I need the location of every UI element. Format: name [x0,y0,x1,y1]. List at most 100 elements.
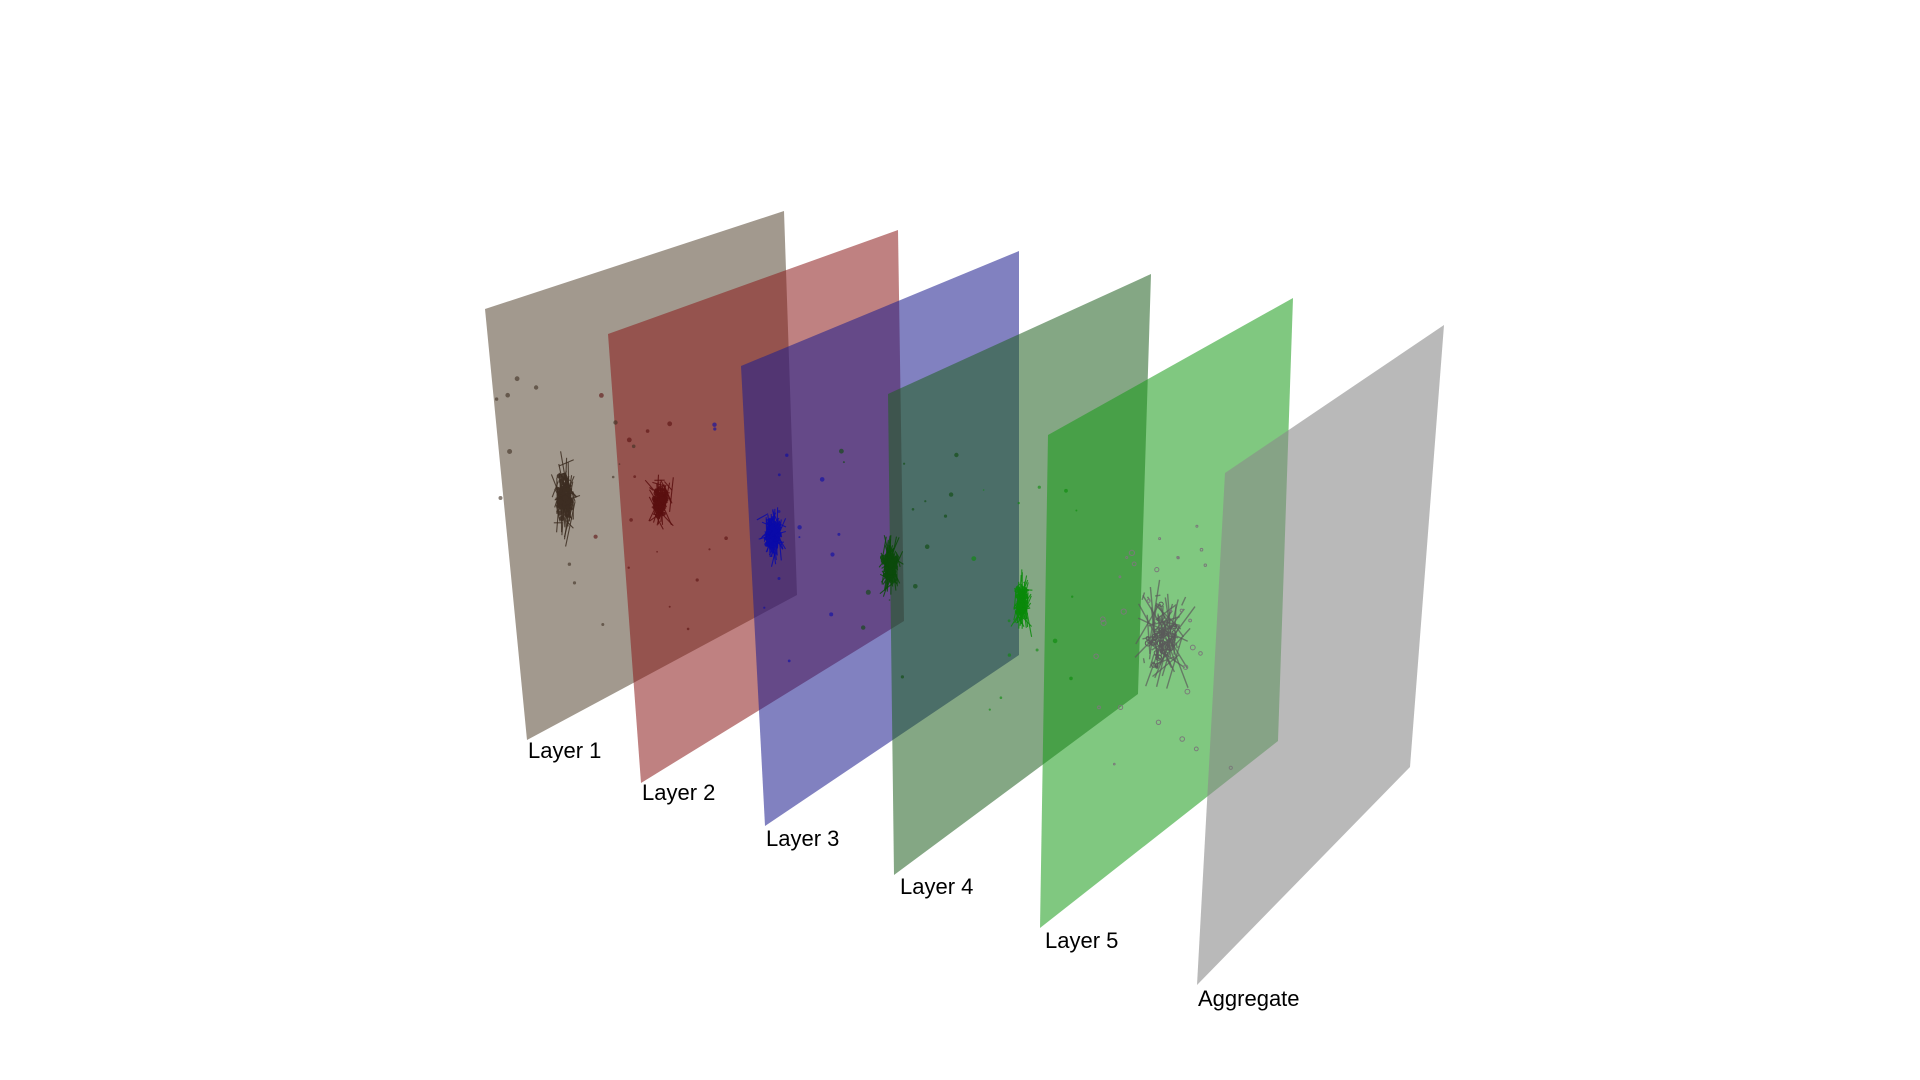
network-node [769,522,772,526]
network-outlier-node [656,550,658,553]
network-node [772,528,779,534]
network-outlier-node [629,518,633,522]
network-outlier-node [1176,556,1180,560]
network-outlier-node [1035,648,1039,652]
network-node [890,549,893,553]
network-outlier-node [627,566,630,569]
network-node [659,487,664,491]
network-node [555,486,560,491]
network-outlier-node [613,420,618,425]
network-outlier-node [777,577,781,580]
network-node [880,557,888,564]
layer-1-label: Layer 1 [528,738,601,763]
network-node [654,497,658,500]
network-edge [1135,603,1160,645]
network-node [1023,598,1027,603]
network-node [556,498,564,505]
network-outlier-node [1179,736,1185,742]
network-outlier-node [798,536,801,539]
network-node [658,502,663,506]
network-outlier-node [1064,488,1068,493]
network-node [1171,630,1177,635]
network-outlier-node [1195,524,1199,528]
network-outlier-node [924,544,930,549]
network-outlier-node [1100,616,1106,623]
network-node [1015,594,1020,599]
network-node [661,504,665,508]
network-node [1161,631,1166,635]
network-outlier-node [1184,688,1191,695]
network-outlier-node [1146,598,1151,603]
network-node [560,492,563,495]
network-node [888,561,894,568]
network-edge [649,487,654,491]
network-edge [1023,581,1025,584]
network-outlier-node [948,492,954,497]
aggregate-plane [1197,325,1444,985]
layer-5-network [971,485,1078,711]
network-edge [887,550,890,554]
network-node [1019,613,1023,617]
network-outlier-node [1189,644,1196,651]
network-node [1151,662,1157,668]
network-node [778,526,781,529]
network-outlier-node [988,708,991,711]
network-edge [1154,627,1191,668]
network-node [766,534,769,538]
network-node [658,513,662,516]
network-edge [565,501,576,547]
network-node [567,494,570,497]
network-edge [1145,649,1160,687]
network-outlier-node [1193,746,1199,752]
network-node [1172,623,1177,628]
network-outlier-node [785,453,789,457]
network-outlier-node [1069,676,1073,681]
network-outlier-node [1093,653,1099,659]
layer-2-network [593,393,728,631]
network-outlier-node [1100,619,1107,626]
network-outlier-node [565,487,570,492]
network-node [763,536,768,541]
network-outlier-node [713,427,717,431]
network-node [1167,644,1174,651]
network-outlier-node [611,475,615,479]
network-outlier-node [1131,561,1137,567]
network-edge [1153,621,1157,625]
network-edge [1166,637,1183,689]
network-edge [669,477,674,512]
network-edge [1149,654,1155,669]
network-node [1026,589,1029,592]
network-node [562,495,569,502]
network-edge [1155,655,1175,665]
network-outlier-node [1155,719,1162,725]
network-outlier-node [913,584,918,589]
network-node [558,478,564,484]
network-outlier-node [842,461,845,464]
network-outlier-node [514,376,520,382]
layer-2-label: Layer 2 [642,780,715,805]
network-edge [1162,606,1196,651]
network-outlier-node [787,659,791,663]
layer-5-label: Layer 5 [1045,928,1118,953]
network-node [1153,650,1159,656]
network-node [1158,645,1164,650]
network-outlier-node [631,444,636,449]
network-node [767,518,772,522]
network-node [661,511,666,516]
network-node [663,493,667,497]
network-edge [1157,614,1176,642]
network-outlier-node [1113,762,1116,766]
network-outlier-node [1179,608,1184,613]
network-node [774,523,778,526]
network-outlier-node [954,452,959,458]
network-outlier-node [1075,509,1078,512]
network-outlier-node [1203,563,1208,567]
network-node [889,577,893,581]
network-outlier-node [999,696,1003,699]
network-edge [1142,658,1146,664]
network-outlier-node [971,556,977,561]
network-node [892,554,895,557]
network-outlier-node [1052,638,1058,644]
network-node [568,510,571,513]
